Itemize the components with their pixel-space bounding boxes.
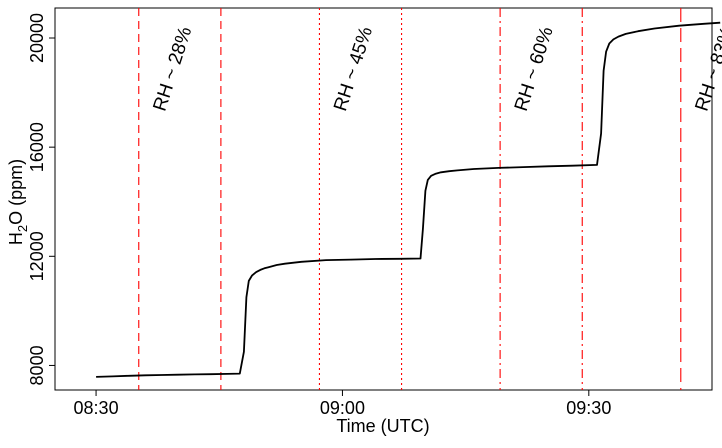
y-axis-label: H2O (ppm) <box>6 159 30 245</box>
y-tick-label: 16000 <box>27 122 47 172</box>
x-tick-label: 09:00 <box>320 398 365 418</box>
rh-annotation: RH ~ 45% <box>330 24 377 113</box>
plot-frame <box>54 7 713 391</box>
h2o-series-line <box>96 21 721 378</box>
x-axis-label: Time (UTC) <box>336 416 429 436</box>
y-axis-label-rest: O (ppm) <box>6 159 26 225</box>
y-tick-label: 20000 <box>27 13 47 63</box>
y-tick-label: 12000 <box>27 231 47 281</box>
series-layer <box>96 21 721 378</box>
annotation-layer: RH ~ 28% RH ~ 45% RH ~ 60% RH ~ 83% <box>150 24 722 113</box>
x-tick-label: 09:30 <box>566 398 611 418</box>
rh-boundary-lines <box>138 8 682 390</box>
y-axis-label-subscript: 2 <box>15 225 30 232</box>
rh-annotation: RH ~ 60% <box>511 24 558 113</box>
y-axis-ticks: 8000 12000 16000 20000 <box>27 13 55 385</box>
rh-annotation: RH ~ 83% <box>692 24 722 113</box>
rh-annotation: RH ~ 28% <box>150 24 197 113</box>
y-tick-label: 8000 <box>27 345 47 385</box>
x-tick-label: 08:30 <box>74 398 119 418</box>
y-axis-label-main: H <box>6 232 26 245</box>
